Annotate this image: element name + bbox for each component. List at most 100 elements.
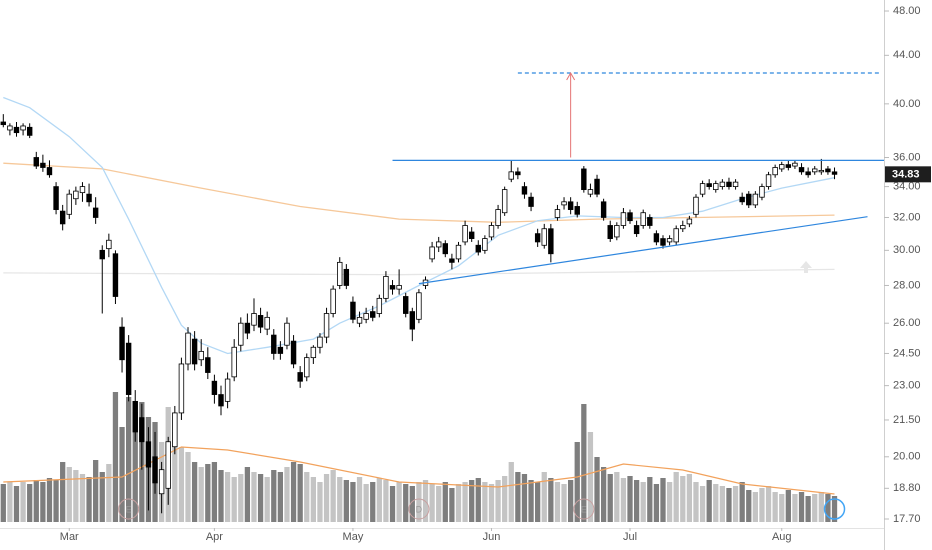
- candle-body: [356, 316, 363, 324]
- volume-bar: [765, 486, 772, 522]
- volume-bar: [660, 478, 666, 522]
- candle-body: [614, 225, 620, 238]
- candle-body: [145, 441, 152, 468]
- volume-bar: [185, 452, 191, 522]
- candle-body: [363, 313, 369, 320]
- volume-bar: [535, 482, 541, 522]
- candle-body: [561, 201, 567, 206]
- volume-bar: [337, 477, 343, 522]
- y-tick-label: 23.00: [893, 380, 921, 392]
- volume-bar: [178, 447, 185, 522]
- candle-body: [172, 412, 178, 448]
- volume-bar: [112, 392, 119, 522]
- candle-body: [79, 186, 86, 194]
- x-tick-label: Aug: [772, 531, 792, 543]
- candle-body: [0, 121, 7, 126]
- volume-bar: [607, 474, 613, 522]
- candle-body: [746, 193, 752, 206]
- volume-bar: [508, 462, 514, 522]
- volume-bar: [600, 467, 607, 522]
- candle-body: [33, 157, 39, 167]
- candle-body: [825, 168, 831, 173]
- candle-body: [462, 225, 468, 243]
- volume-bar: [581, 404, 587, 522]
- candle-body: [633, 225, 640, 235]
- volume-bar: [805, 496, 811, 522]
- volume-bar: [792, 494, 798, 522]
- candle-body: [310, 346, 317, 359]
- y-tick-label: 18.80: [893, 482, 921, 494]
- volume-bar: [290, 462, 297, 522]
- candle-body: [752, 193, 759, 206]
- candle-body: [719, 181, 726, 188]
- candle-body: [152, 456, 158, 484]
- candle-body: [132, 400, 138, 433]
- candle-body: [251, 313, 257, 326]
- candle-body: [693, 196, 699, 215]
- candle-body: [468, 231, 475, 239]
- candle-body: [330, 288, 336, 314]
- candle-body: [231, 346, 237, 378]
- volume-bar: [699, 486, 706, 522]
- volume-bar: [759, 488, 765, 522]
- candle-body: [73, 190, 79, 200]
- volume-bar: [818, 492, 824, 522]
- candle-body: [686, 218, 693, 225]
- candle-body: [541, 228, 547, 246]
- candle-body: [218, 394, 224, 407]
- candle-body: [92, 207, 99, 218]
- volume-bar: [594, 457, 600, 522]
- candle-body: [13, 126, 20, 134]
- candle-body: [284, 322, 290, 346]
- volume-bar: [785, 490, 791, 522]
- volume-bar: [396, 482, 402, 522]
- volume-bar: [106, 464, 112, 522]
- volume-bar: [403, 484, 409, 522]
- candle-body: [482, 238, 488, 251]
- candle-body: [713, 183, 719, 191]
- x-tick-label: May: [343, 531, 364, 543]
- volume-bar: [244, 467, 251, 522]
- candle-body: [607, 225, 613, 239]
- volume-bar: [574, 442, 580, 522]
- candle-body: [567, 201, 574, 210]
- candle-body: [620, 212, 627, 226]
- candle-body: [383, 276, 389, 299]
- candle-body: [759, 186, 765, 198]
- candle-body: [732, 181, 739, 188]
- volume-bar: [515, 472, 521, 522]
- volume-bar: [673, 472, 679, 522]
- volume-bar: [746, 490, 752, 522]
- volume-bar: [126, 397, 132, 522]
- volume-bar: [416, 482, 422, 522]
- y-tick-label: 21.50: [893, 414, 921, 426]
- volume-bar: [666, 482, 673, 522]
- y-tick-label: 28.00: [893, 279, 921, 291]
- volume-bar: [66, 467, 72, 522]
- candle-body: [818, 169, 825, 173]
- volume-bar: [46, 478, 53, 522]
- volume-bar: [277, 472, 284, 522]
- candle-body: [7, 125, 13, 131]
- candle-body: [337, 261, 343, 286]
- volume-bar: [323, 474, 330, 522]
- candle-body: [46, 167, 53, 176]
- candle-body: [178, 363, 185, 414]
- candle-body: [323, 313, 330, 338]
- volume-bar: [7, 482, 13, 522]
- volume-bar: [772, 492, 778, 522]
- volume-bar: [469, 480, 475, 522]
- candle-body: [475, 244, 481, 253]
- volume-bar: [198, 467, 204, 522]
- volume-bar: [238, 474, 244, 522]
- volume-bar: [541, 472, 547, 522]
- candle-body: [442, 243, 449, 255]
- y-tick-label: 48.00: [893, 5, 921, 17]
- y-tick-label: 40.00: [893, 98, 921, 110]
- volume-bar: [449, 488, 455, 522]
- candle-body: [317, 336, 323, 348]
- volume-bar: [429, 484, 435, 522]
- candle-body: [53, 186, 59, 210]
- volume-bar: [356, 477, 363, 522]
